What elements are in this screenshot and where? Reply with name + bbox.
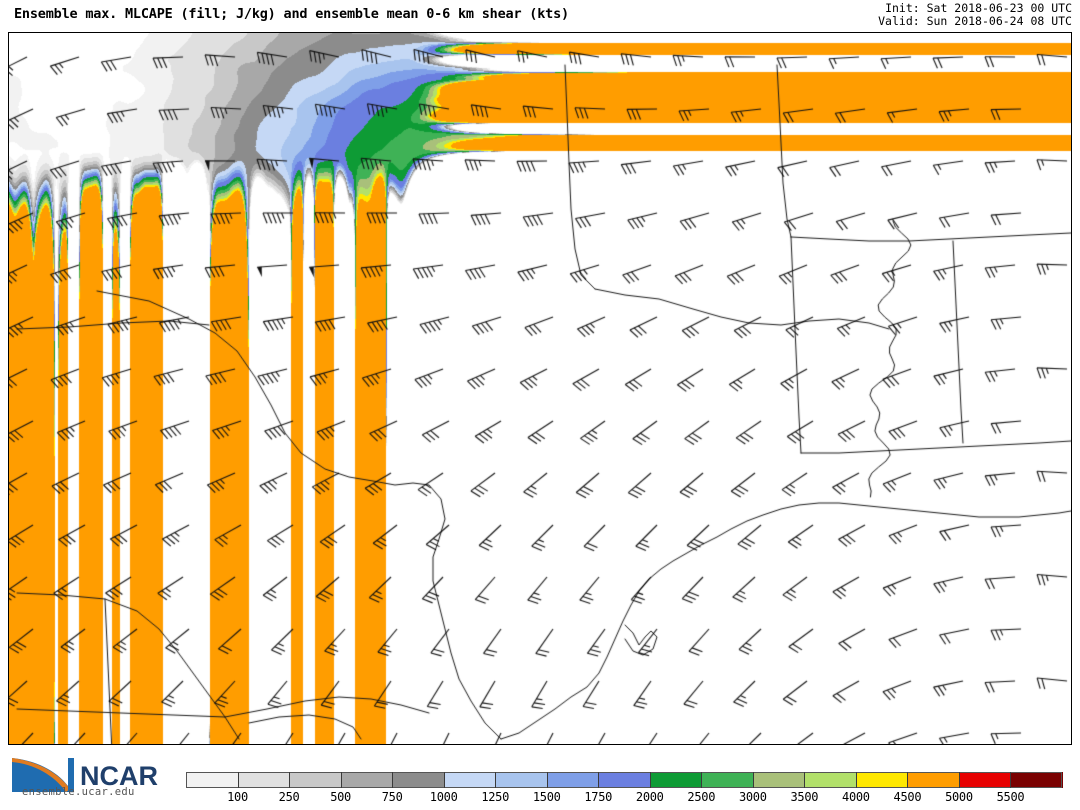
- footer: NCAR ensemble.ucar.edu 100 250 500 750 1000 1…: [0, 748, 1080, 810]
- colorbar-swatch: [855, 772, 908, 788]
- colorbar-swatch: [804, 772, 857, 788]
- colorbar-swatch: [907, 772, 960, 788]
- colorbar-tick: [495, 772, 497, 788]
- colorbar-swatch: [237, 772, 290, 788]
- map-frame[interactable]: [8, 32, 1072, 745]
- colorbar-tick: [237, 772, 239, 788]
- colorbar-tick-label: 2500: [687, 790, 716, 804]
- forecast-time-block: Init: Sat 2018-06-23 00 UTC Valid: Sun 2…: [878, 2, 1072, 28]
- colorbar-swatch: [1010, 772, 1063, 788]
- colorbar-tick: [443, 772, 445, 788]
- colorbar-tick-label: 4000: [842, 790, 870, 804]
- colorbar-tick-label: 5000: [945, 790, 973, 804]
- colorbar-swatch: [186, 772, 239, 788]
- colorbar-swatch: [392, 772, 445, 788]
- colorbar-swatch: [289, 772, 342, 788]
- colorbar-tick-label: 1250: [481, 790, 510, 804]
- colorbar-tick-label: 500: [330, 790, 351, 804]
- svg-text:NCAR: NCAR: [80, 761, 158, 791]
- colorbar-tick-label: 1500: [532, 790, 561, 804]
- colorbar-tick-label: 250: [278, 790, 300, 804]
- colorbar-tick-label: 3000: [738, 790, 767, 804]
- colorbar-tick: [598, 772, 600, 788]
- colorbar-tick-label: 3500: [790, 790, 819, 804]
- colorbar-swatch: [495, 772, 548, 788]
- logo-url: ensemble.ucar.edu: [22, 786, 135, 798]
- colorbar-swatch: [546, 772, 599, 788]
- colorbar-swatch: [443, 772, 496, 788]
- cape-colorbar[interactable]: [186, 772, 1063, 788]
- colorbar-swatch: [649, 772, 702, 788]
- colorbar-tick: [752, 772, 754, 788]
- colorbar-tick-label: 100: [227, 790, 248, 804]
- colorbar-tick: [546, 772, 548, 788]
- colorbar-swatch: [958, 772, 1012, 788]
- colorbar-tick-label: 750: [381, 790, 403, 804]
- colorbar-tick: [855, 772, 857, 788]
- colorbar-tick: [340, 772, 342, 788]
- valid-time: Valid: Sun 2018-06-24 08 UTC: [878, 14, 1072, 28]
- ncar-logo: NCAR: [12, 758, 158, 792]
- colorbar-tick: [289, 772, 291, 788]
- colorbar-swatch: [598, 772, 651, 788]
- colorbar-tick: [649, 772, 651, 788]
- colorbar-tick: [392, 772, 394, 788]
- colorbar-swatch: [752, 772, 805, 788]
- colorbar-tick-label: 5500: [996, 790, 1025, 804]
- wind-barb-layer: [9, 33, 1071, 744]
- page-title: Ensemble max. MLCAPE (fill; J/kg) and en…: [14, 6, 569, 22]
- colorbar-tick-label: 1750: [584, 790, 613, 804]
- colorbar-tick-label: 4500: [893, 790, 922, 804]
- colorbar-swatch: [340, 772, 393, 788]
- colorbar-tick-label: 2000: [635, 790, 664, 804]
- colorbar-tick-label: 1000: [429, 790, 458, 804]
- colorbar-tick: [804, 772, 806, 788]
- colorbar-tick: [701, 772, 703, 788]
- colorbar-tick: [958, 772, 960, 788]
- colorbar-tick: [907, 772, 909, 788]
- colorbar-tick: [1010, 772, 1012, 788]
- colorbar-swatch: [701, 772, 754, 788]
- init-time: Init: Sat 2018-06-23 00 UTC: [885, 1, 1072, 15]
